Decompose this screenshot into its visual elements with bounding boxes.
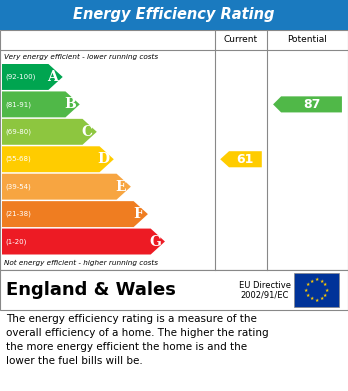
- Polygon shape: [2, 201, 148, 227]
- Text: ★: ★: [304, 287, 308, 292]
- Text: Energy Efficiency Rating: Energy Efficiency Rating: [73, 7, 275, 23]
- Text: ★: ★: [314, 298, 319, 303]
- Text: C: C: [81, 125, 92, 139]
- Polygon shape: [2, 146, 114, 172]
- Polygon shape: [2, 229, 165, 255]
- Text: (69-80): (69-80): [5, 129, 31, 135]
- Text: B: B: [64, 97, 76, 111]
- Text: ★: ★: [309, 296, 314, 301]
- Bar: [0, 30, 348, 270]
- Text: 87: 87: [303, 98, 320, 111]
- Text: ★: ★: [325, 287, 329, 292]
- Text: G: G: [149, 235, 161, 249]
- Text: 61: 61: [237, 153, 254, 166]
- Text: F: F: [133, 207, 143, 221]
- Text: England & Wales: England & Wales: [6, 281, 176, 299]
- Text: E: E: [116, 180, 126, 194]
- Polygon shape: [220, 151, 262, 167]
- Text: Potential: Potential: [287, 36, 327, 45]
- Bar: [0, 0, 348, 30]
- Polygon shape: [2, 91, 80, 117]
- Text: 2002/91/EC: 2002/91/EC: [241, 291, 289, 300]
- Text: (55-68): (55-68): [5, 156, 31, 163]
- Text: ★: ★: [319, 279, 324, 283]
- Text: ★: ★: [323, 282, 327, 287]
- Bar: [294, 273, 339, 307]
- Text: ★: ★: [314, 277, 319, 282]
- Text: (81-91): (81-91): [5, 101, 31, 108]
- Text: EU Directive: EU Directive: [239, 280, 291, 289]
- Text: A: A: [47, 70, 58, 84]
- Text: ★: ★: [323, 292, 327, 298]
- Text: D: D: [98, 152, 110, 166]
- Text: Not energy efficient - higher running costs: Not energy efficient - higher running co…: [4, 260, 158, 266]
- Text: ★: ★: [319, 296, 324, 301]
- Text: ★: ★: [306, 292, 310, 298]
- Text: (92-100): (92-100): [5, 74, 35, 80]
- Text: Current: Current: [224, 36, 258, 45]
- Text: ★: ★: [306, 282, 310, 287]
- Text: Very energy efficient - lower running costs: Very energy efficient - lower running co…: [4, 54, 158, 60]
- Bar: [0, 270, 348, 310]
- Polygon shape: [2, 64, 63, 90]
- Text: The energy efficiency rating is a measure of the
overall efficiency of a home. T: The energy efficiency rating is a measur…: [6, 314, 269, 366]
- Text: (21-38): (21-38): [5, 211, 31, 217]
- Text: (1-20): (1-20): [5, 238, 26, 245]
- Polygon shape: [2, 174, 131, 200]
- Polygon shape: [2, 119, 97, 145]
- Text: ★: ★: [309, 279, 314, 283]
- Text: (39-54): (39-54): [5, 183, 31, 190]
- Polygon shape: [273, 96, 342, 113]
